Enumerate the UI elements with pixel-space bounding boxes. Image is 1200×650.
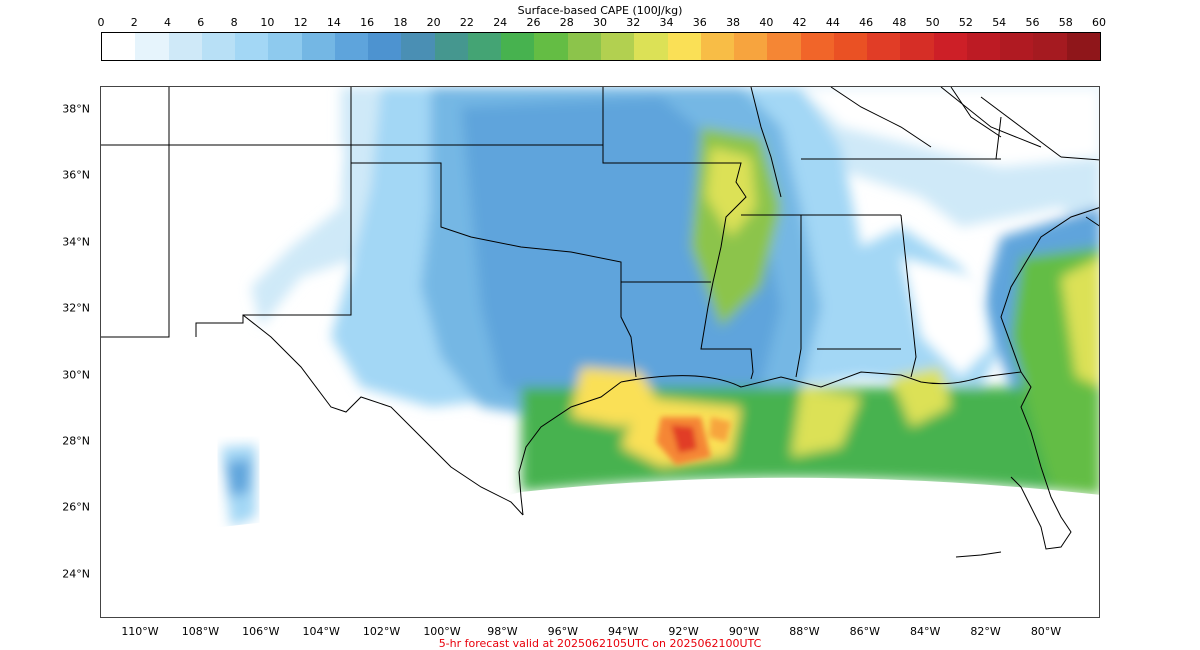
longitude-label: 96°W [547,625,578,638]
cape-map [101,87,1099,558]
colorbar-tick-label: 10 [260,16,275,29]
longitude-label: 80°W [1030,625,1062,638]
longitude-label: 90°W [728,625,760,638]
colorbar-tick-label: 44 [825,16,840,29]
colorbar-tick-label: 6 [197,16,205,29]
colorbar-tick-label: 54 [992,16,1007,29]
colorbar-title: Surface-based CAPE (100J/kg) [517,4,683,17]
latitude-label: 34°N [62,235,90,249]
colorbar-segment [833,33,868,60]
colorbar-segment [168,33,202,60]
colorbar-tick-label: 8 [230,16,238,29]
colorbar-segment [667,33,701,60]
colorbar-tick-label: 52 [958,16,973,29]
colorbar-segment [966,33,1001,60]
colorbar-tick-label: 40 [759,16,774,29]
colorbar-segment [268,33,302,60]
longitude-label: 100°W [423,625,461,638]
longitude-label: 86°W [849,625,880,638]
longitude-label: 108°W [181,625,220,638]
colorbar-segment [567,33,601,60]
colorbar-tick-label: 60 [1092,16,1106,29]
forecast-footer: 5-hr forecast valid at 2025062105UTC on … [438,637,762,650]
colorbar-segment [1033,33,1067,60]
colorbar-tick-label: 50 [925,16,940,29]
colorbar-segment [800,33,834,60]
colorbar-tick-label: 30 [593,16,607,29]
colorbar-tick-label: 4 [164,16,172,29]
colorbar-segment [467,33,502,60]
colorbar-tick-label: 12 [293,16,308,29]
colorbar-segment [235,33,269,60]
colorbar-segment [334,33,369,60]
boundaries [101,87,1099,558]
colorbar-segment [734,33,768,60]
longitude-label: 98°W [487,625,518,638]
colorbar-segment [401,33,435,60]
longitude-label: 110°W [121,625,159,638]
cape-shading [101,87,1099,527]
colorbar-segment [368,33,402,60]
latitude-label: 26°N [62,500,90,514]
colorbar-segment [534,33,568,60]
longitude-label: 106°W [242,625,280,638]
colorbar-segment [434,33,468,60]
latitude-label: 30°N [62,368,90,382]
latitude-label: 32°N [62,301,90,315]
longitude-label: 92°W [668,625,699,638]
longitude-label: 104°W [302,625,340,638]
colorbar-segment [1000,33,1034,60]
colorbar-tick-label: 26 [526,16,541,29]
colorbar-tick-label: 0 [97,16,105,29]
colorbar-tick-label: 22 [459,16,474,29]
longitude-label: 84°W [910,625,941,638]
colorbar-segment [867,33,901,60]
colorbar-tick-label: 48 [892,16,907,29]
colorbar-segment [700,33,735,60]
colorbar-segment [600,33,635,60]
longitude-label: 94°W [608,625,639,638]
colorbar-tick-label: 28 [559,16,574,29]
colorbar-tick-label: 58 [1058,16,1073,29]
colorbar-segment [1066,33,1100,60]
colorbar-tick-label: 20 [426,16,441,29]
colorbar-tick-label: 32 [626,16,641,29]
colorbar-tick-label: 2 [130,16,138,29]
colorbar-tick-label: 14 [326,16,341,29]
latitude-label: 28°N [62,434,90,448]
colorbar-tick-label: 38 [726,16,741,29]
colorbar-tick-label: 18 [393,16,408,29]
colorbar-segment [634,33,668,60]
latitude-label: 36°N [62,168,90,182]
colorbar-segment [301,33,335,60]
colorbar-segment [201,33,236,60]
colorbar [101,32,1101,61]
colorbar-tick-label: 36 [692,16,707,29]
map-panel [100,86,1100,618]
colorbar-segment [102,33,136,60]
colorbar-segment [501,33,535,60]
latitude-label: 38°N [62,102,90,116]
longitude-label: 102°W [362,625,401,638]
colorbar-segment [767,33,801,60]
latitude-label: 24°N [62,567,90,581]
colorbar-tick-label: 16 [360,16,375,29]
colorbar-tick-label: 46 [859,16,874,29]
colorbar-tick-label: 42 [792,16,807,29]
colorbar-segment [933,33,967,60]
colorbar-tick-label: 34 [659,16,674,29]
longitude-label: 88°W [789,625,820,638]
colorbar-tick-label: 56 [1025,16,1040,29]
colorbar-tick-label: 24 [493,16,508,29]
colorbar-segment [900,33,934,60]
colorbar-segment [135,33,169,60]
longitude-label: 82°W [970,625,1001,638]
